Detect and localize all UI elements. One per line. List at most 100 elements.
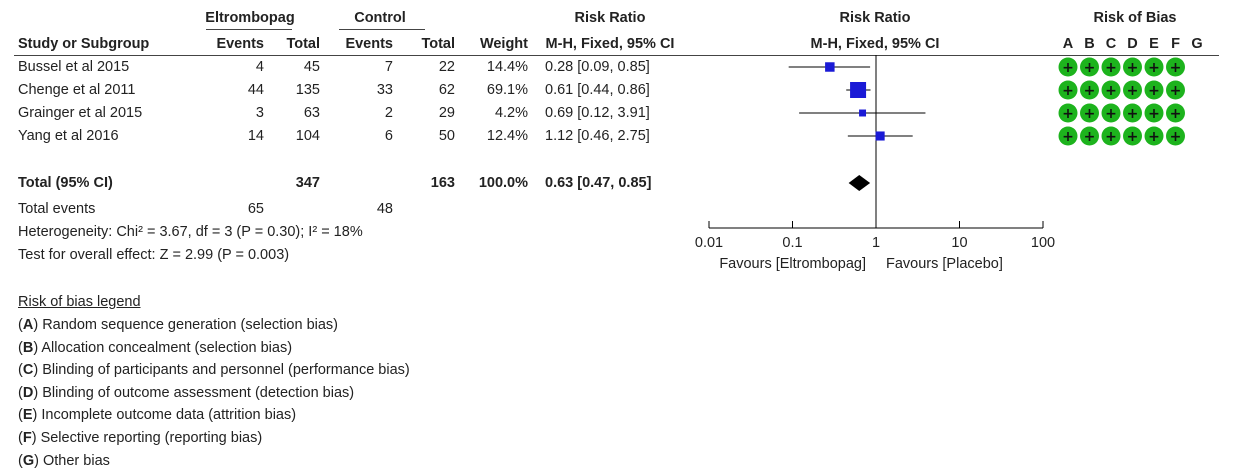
rob-legend-title: Risk of bias legend [18,294,141,310]
rob-low-risk-icon [1101,103,1121,123]
rob-plus-glyph: + [1170,83,1182,99]
rob-low-risk-icon [1101,80,1121,100]
rob-letter-d: D [1127,36,1138,52]
total-events-e2: 48 [376,201,393,217]
rob-low-risk-icon [1144,126,1164,146]
rob-plus-glyph: + [1105,129,1117,145]
study-point [850,82,867,98]
group1-underline [206,29,292,30]
rob-low-risk-icon [1144,80,1164,100]
study-weight: 4.2% [494,105,528,121]
events1-header: Events [216,36,264,52]
rob-plus-glyph: + [1084,106,1096,122]
rob-letter-b: B [1084,36,1095,52]
total-ci: 0.63 [0.47, 0.85] [545,175,652,191]
rob-legend-key: G [22,452,35,469]
rob-legend-key: B [22,339,34,356]
rob-plus-glyph: + [1105,83,1117,99]
rob-low-risk-icon [1166,57,1185,77]
study-weight: 69.1% [486,82,528,98]
pooled-diamond [848,175,871,191]
rob-legend-item: (C) Blinding of participants and personn… [18,362,410,379]
rob-legend-key: C [22,362,34,379]
study-events1: 44 [247,82,264,98]
rob-legend-text: Other bias [42,452,110,469]
rob-legend-item: (A) Random sequence generation (selectio… [18,317,339,333]
x-tick-label: 10 [951,235,967,251]
weight-header: Weight [479,36,528,52]
rob-letter-e: E [1149,36,1159,52]
rob-legend-text: Blinding of outcome assessment (detectio… [42,384,355,401]
heterogeneity-text: Heterogeneity: Chi² = 3.67, df = 3 (P = … [18,224,363,240]
rob-low-risk-icon [1144,57,1164,77]
x-tick-label: 100 [1031,235,1055,251]
rob-low-risk-icon [1058,103,1078,123]
rob-low-risk-icon [1144,103,1164,123]
rob-low-risk-icon [1123,57,1142,77]
study-total2: 62 [438,82,455,98]
study-total1: 104 [295,128,320,144]
rob-plus-glyph: + [1062,106,1074,122]
study-name: Yang et al 2016 [18,128,119,144]
rob-plus-glyph: + [1084,60,1096,76]
study-column-header: Study or Subgroup [18,36,150,52]
rob-low-risk-icon [1080,103,1099,123]
group2-underline [339,29,425,30]
rr-method-header: M-H, Fixed, 95% CI [545,36,675,52]
rob-legend-text: Selective reporting (reporting bias) [40,430,263,446]
favours-left-label: Favours [Eltrombopag] [719,256,866,272]
rob-legend-key: D [22,384,34,401]
rob-low-risk-icon [1058,57,1078,77]
study-events1: 4 [255,59,264,75]
group2-header: Control [354,10,406,26]
study-name: Chenge et al 2011 [18,82,136,98]
x-tick-label: 0.1 [782,235,802,251]
rob-legend-key: E [22,407,33,424]
rob-plus-glyph: + [1127,83,1139,99]
study-total1: 63 [303,105,320,121]
rob-low-risk-icon [1058,126,1078,146]
rob-legend-item: (G) Other bias [18,452,110,469]
rob-plus-glyph: + [1148,83,1160,99]
rob-legend-text: Incomplete outcome data (attrition bias) [41,407,297,424]
study-ci: 1.12 [0.46, 2.75] [545,128,650,144]
study-total1: 45 [303,59,320,75]
study-events2: 6 [384,128,393,144]
study-point [825,62,835,72]
rob-plus-glyph: + [1062,129,1074,145]
rob-legend-key: F [22,430,32,446]
rob-low-risk-icon [1080,80,1099,100]
rob-plus-glyph: + [1105,60,1117,76]
rob-plus-glyph: + [1127,106,1139,122]
rob-low-risk-icon [1123,103,1142,123]
study-weight: 14.4% [486,59,528,75]
rob-legend-text: Allocation concealment (selection bias) [41,339,293,356]
rob-letter-a: A [1062,36,1074,52]
group1-header: Eltrombopag [205,10,295,26]
study-name: Bussel et al 2015 [18,59,130,75]
study-ci: 0.28 [0.09, 0.85] [545,59,650,75]
total-label: Total (95% CI) [18,175,113,191]
study-point [875,131,885,141]
rob-low-risk-icon [1058,80,1078,100]
rob-plus-glyph: + [1127,60,1139,76]
rob-plus-glyph: + [1170,129,1182,145]
rob-legend-item: (D) Blinding of outcome assessment (dete… [18,384,355,401]
rob-low-risk-icon [1101,126,1121,146]
total-events-e1: 65 [247,201,264,217]
rob-plus-glyph: + [1170,106,1182,122]
rob-legend-item: (E) Incomplete outcome data (attrition b… [18,407,297,424]
rob-letter-g: G [1191,36,1203,52]
favours-right-label: Favours [Placebo] [886,256,1003,272]
rob-legend-key: A [22,317,34,333]
rob-plus-glyph: + [1148,60,1160,76]
study-events2: 7 [384,59,393,75]
study-weight: 12.4% [486,128,528,144]
rob-plus-glyph: + [1084,129,1096,145]
rob-letter-c: C [1105,36,1117,52]
study-point [859,109,867,117]
study-events1: 14 [247,128,264,144]
study-total2: 22 [438,59,455,75]
study-total2: 29 [438,105,455,121]
study-total2: 50 [438,128,455,144]
